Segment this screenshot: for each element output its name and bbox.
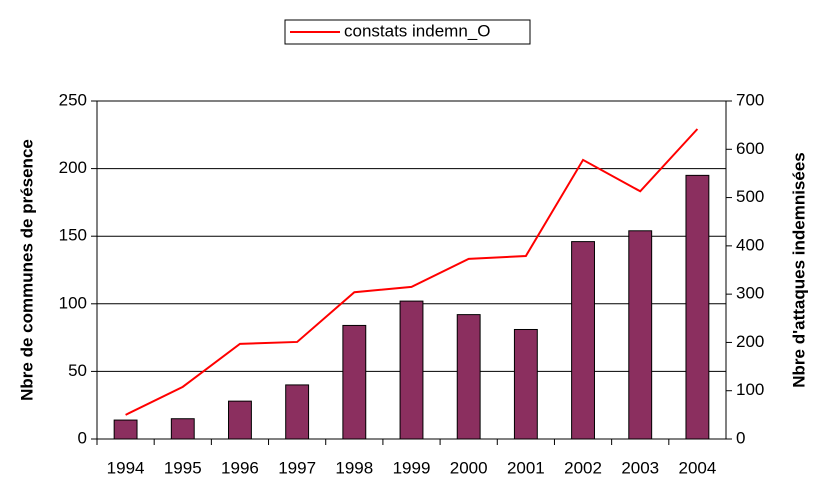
x-tick-label: 1998 [335,458,373,477]
y2-tick-label: 300 [736,284,764,303]
y2-tick-label: 100 [736,380,764,399]
bar [228,400,252,440]
y2-tick-label: 0 [736,428,745,447]
y-tick-label: 0 [78,428,87,447]
x-tick-label: 1997 [278,458,316,477]
bar [113,419,138,440]
bar [456,314,481,440]
x-tick-label: 1994 [107,458,145,477]
x-tick-label: 1996 [221,458,259,477]
y-tick-label: 100 [59,293,87,312]
bar [170,418,195,440]
y2-tick-label: 600 [736,139,764,158]
y-tick-label: 50 [68,361,87,380]
x-tick-label: 2003 [621,458,659,477]
bar [342,324,367,440]
x-tick-label: 2001 [507,458,545,477]
x-tick-label: 2002 [564,458,602,477]
bar [628,230,653,440]
bar [513,328,538,440]
bar [685,174,710,440]
line [125,128,699,416]
bar [571,241,595,440]
y-tick-label: 150 [59,226,87,245]
x-tick-label: 2004 [678,458,716,477]
legend-label: constats indemn_O [344,21,490,40]
y2-tick-label: 200 [736,332,764,351]
y2-tick-label: 700 [736,90,764,109]
y-tick-label: 250 [59,90,87,109]
bar [399,300,424,440]
y2-axis-title: Nbre d'attaques indemnisées [789,152,808,388]
y2-tick-label: 400 [736,235,764,254]
y-tick-label: 200 [59,158,87,177]
x-tick-label: 1999 [393,458,431,477]
x-tick-label: 1995 [164,458,202,477]
bar [285,384,310,440]
x-tick-label: 2000 [450,458,488,477]
y2-tick-label: 500 [736,187,764,206]
y-axis-title: Nbre de communes de présence [17,139,36,401]
